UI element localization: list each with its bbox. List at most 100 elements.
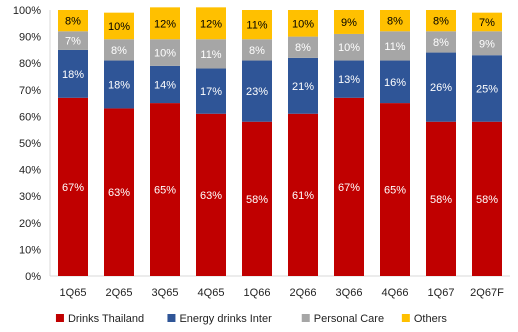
data-label: 21% xyxy=(292,81,314,93)
data-label: 9% xyxy=(479,38,495,50)
bar-segment xyxy=(196,39,226,69)
bar-segment xyxy=(242,39,272,61)
bar-segment xyxy=(380,60,410,104)
bar-segment xyxy=(196,113,226,277)
data-label: 8% xyxy=(433,37,449,49)
x-tick-label: 1Q65 xyxy=(60,287,87,299)
data-label: 65% xyxy=(384,185,406,197)
legend-label: Personal Care xyxy=(314,313,384,325)
data-label: 7% xyxy=(65,36,81,48)
data-label: 18% xyxy=(108,79,130,91)
data-label: 8% xyxy=(249,45,265,57)
bar-segment xyxy=(104,60,134,109)
bar-segment xyxy=(150,39,180,66)
data-label: 13% xyxy=(338,74,360,86)
data-label: 10% xyxy=(292,18,314,30)
bar-segment xyxy=(288,10,318,37)
y-tick-label: 40% xyxy=(19,165,41,177)
y-tick-label: 50% xyxy=(19,138,41,150)
bar-segment xyxy=(242,60,272,122)
bar-segment xyxy=(472,12,502,32)
bar-segment xyxy=(104,108,134,276)
legend-label: Drinks Thailand xyxy=(68,313,144,325)
bar-segment xyxy=(334,97,364,276)
data-label: 10% xyxy=(338,42,360,54)
data-label: 12% xyxy=(154,18,176,30)
bar-segment xyxy=(288,113,318,277)
y-tick-label: 0% xyxy=(25,271,41,283)
x-tick-label: 2Q65 xyxy=(106,287,133,299)
x-tick-label: 4Q66 xyxy=(382,287,409,299)
data-label: 65% xyxy=(154,185,176,197)
bar-segment xyxy=(196,68,226,114)
x-tick-label: 3Q66 xyxy=(336,287,363,299)
data-label: 12% xyxy=(200,18,222,30)
bar-segment xyxy=(58,10,88,32)
bar-segment xyxy=(196,7,226,40)
x-tick-label: 3Q65 xyxy=(152,287,179,299)
data-label: 23% xyxy=(246,86,268,98)
bar-segment xyxy=(426,31,456,53)
data-label: 8% xyxy=(387,16,403,28)
data-label: 18% xyxy=(62,69,84,81)
bar-segment xyxy=(104,39,134,61)
bar-segment xyxy=(334,10,364,34)
data-label: 8% xyxy=(111,45,127,57)
bar-segment xyxy=(58,97,88,276)
data-label: 58% xyxy=(476,194,498,206)
x-tick-label: 2Q67F xyxy=(470,287,504,299)
data-label: 8% xyxy=(295,42,311,54)
bar-segment xyxy=(288,57,318,114)
data-label: 10% xyxy=(154,48,176,60)
y-tick-label: 20% xyxy=(19,218,41,230)
data-label: 26% xyxy=(430,82,452,94)
bar-segment xyxy=(472,31,502,56)
bar-segment xyxy=(426,10,456,32)
data-label: 67% xyxy=(62,182,84,194)
bar-segment xyxy=(380,10,410,32)
data-label: 16% xyxy=(384,77,406,89)
legend-swatch xyxy=(401,314,410,322)
legend-label: Others xyxy=(414,313,448,325)
data-label: 8% xyxy=(65,16,81,28)
y-tick-label: 70% xyxy=(19,85,41,97)
legend-swatch xyxy=(55,314,64,322)
y-tick-label: 30% xyxy=(19,191,41,203)
data-label: 8% xyxy=(433,16,449,28)
data-label: 7% xyxy=(479,17,495,29)
bar-segment xyxy=(380,31,410,61)
data-label: 9% xyxy=(341,17,357,29)
legend-swatch xyxy=(167,314,176,322)
bar-segment xyxy=(426,121,456,276)
y-tick-label: 80% xyxy=(19,58,41,70)
bar-segment xyxy=(58,49,88,98)
data-label: 25% xyxy=(476,83,498,95)
bar-segment xyxy=(380,103,410,276)
data-label: 67% xyxy=(338,182,360,194)
x-tick-label: 4Q65 xyxy=(198,287,225,299)
bar-segment xyxy=(150,7,180,40)
legend-label: Energy drinks Inter xyxy=(179,313,272,325)
bar-segment xyxy=(150,103,180,276)
x-tick-label: 1Q67 xyxy=(428,287,455,299)
data-label: 58% xyxy=(246,194,268,206)
data-label: 10% xyxy=(108,21,130,33)
legend-swatch xyxy=(301,314,310,322)
bar-segment xyxy=(242,10,272,40)
bar-segment xyxy=(472,55,502,122)
bar-segment xyxy=(104,12,134,40)
data-label: 11% xyxy=(384,41,405,53)
data-label: 14% xyxy=(154,79,176,91)
bar-segment xyxy=(242,121,272,276)
data-label: 17% xyxy=(200,86,222,98)
bar-segment xyxy=(334,33,364,61)
bar-segment xyxy=(426,52,456,122)
data-label: 63% xyxy=(108,187,130,199)
data-label: 63% xyxy=(200,190,222,202)
x-tick-label: 1Q66 xyxy=(244,287,271,299)
y-tick-label: 10% xyxy=(19,244,41,256)
data-label: 11% xyxy=(200,49,221,61)
bar-segment xyxy=(58,31,88,50)
